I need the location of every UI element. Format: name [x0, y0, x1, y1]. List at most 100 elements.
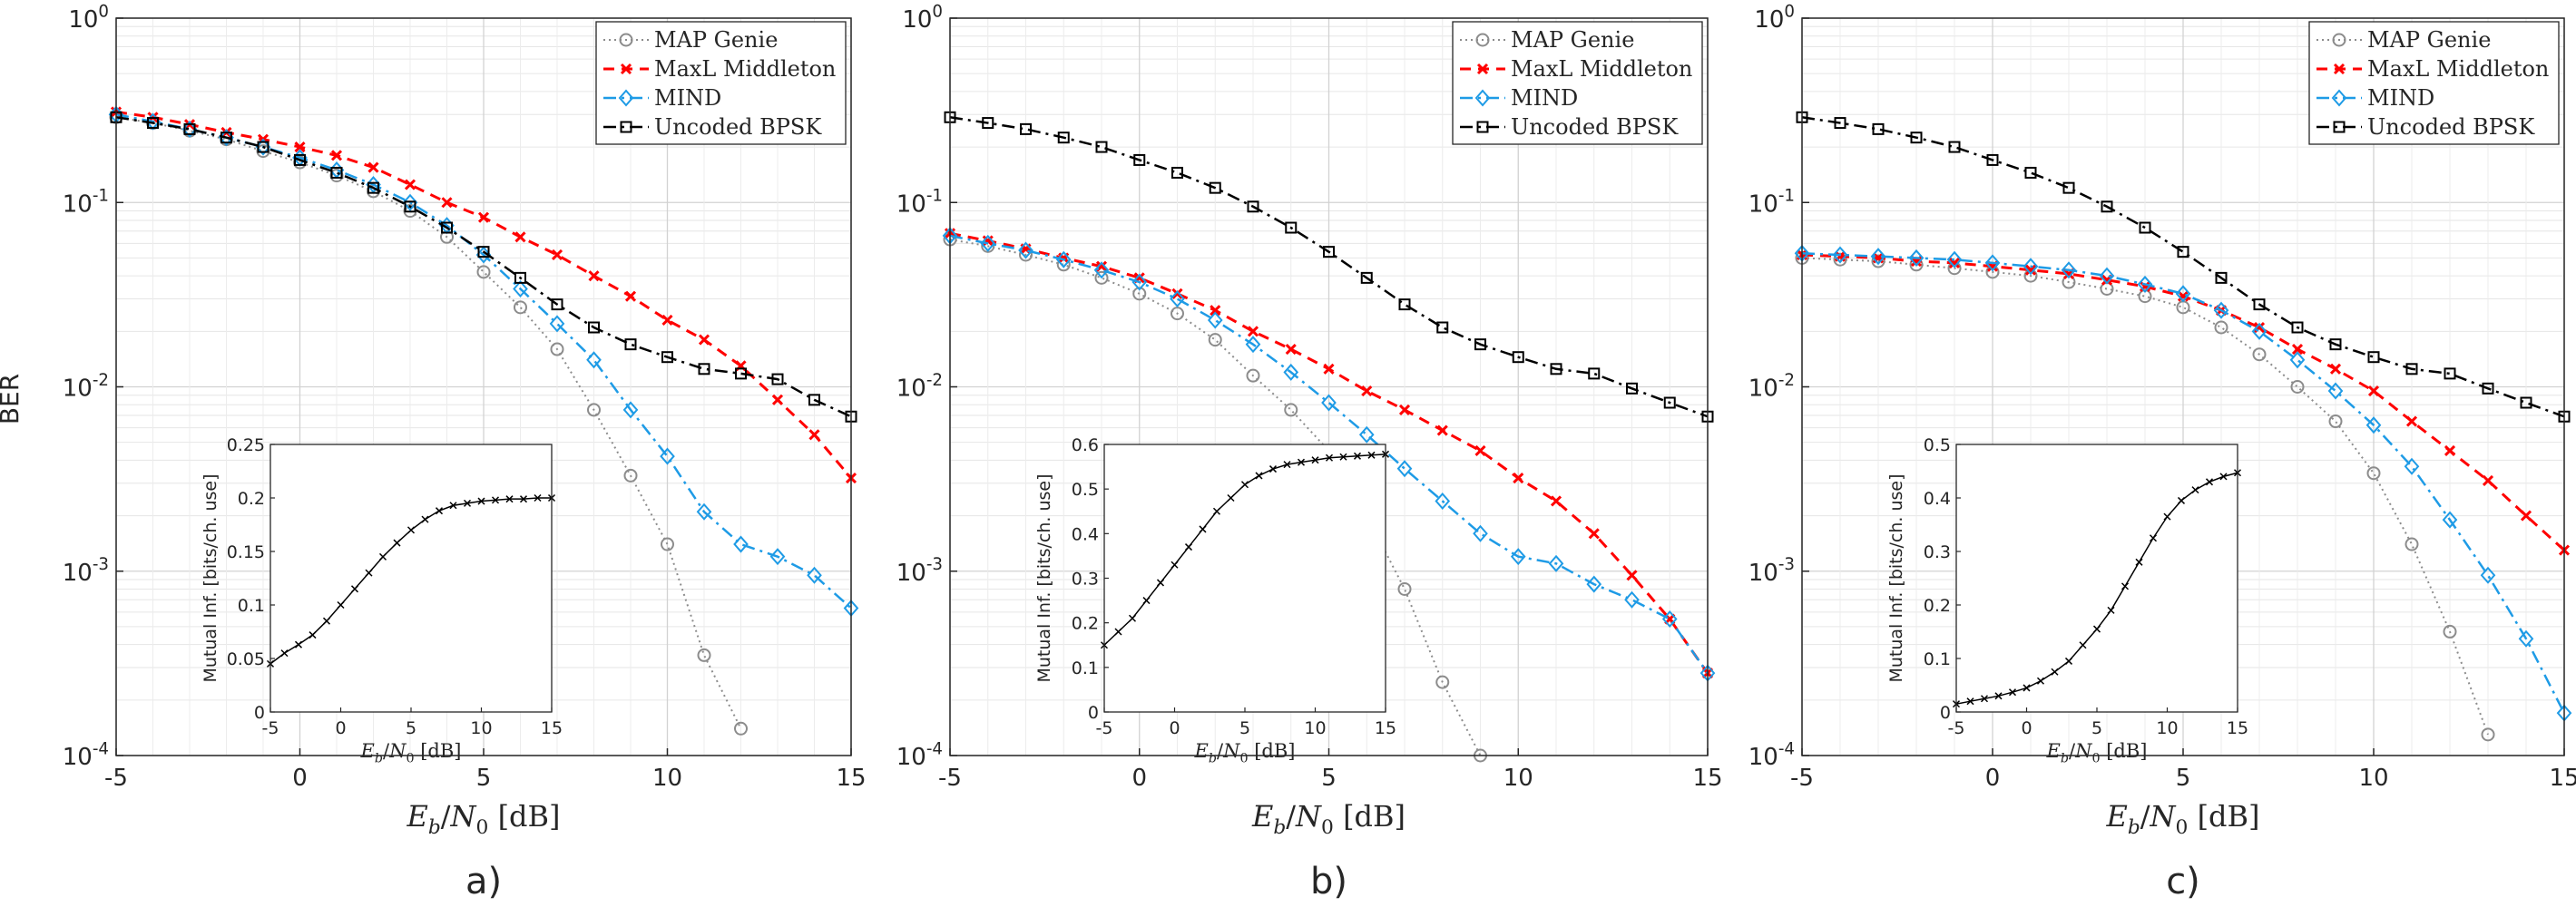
x-tick-label: 0 — [292, 765, 308, 792]
data-point-maxl-middleton — [2139, 280, 2151, 292]
data-point-mind — [1055, 250, 1072, 268]
data-point-uncoded-bpsk — [477, 246, 490, 258]
series-line-uncoded-bpsk — [115, 116, 852, 418]
data-point-uncoded-bpsk — [2405, 363, 2418, 375]
y-tick-label: 10-1 — [63, 187, 109, 219]
inset-y-tick-label: 0.05 — [227, 649, 265, 669]
data-point-uncoded-bpsk — [1474, 338, 1486, 351]
data-point-uncoded-bpsk — [2101, 200, 2113, 213]
legend: MAP Genie MaxL Middleton MIND Uncoded BPSK — [2308, 21, 2560, 145]
data-point-maxl-middleton — [2405, 415, 2418, 427]
legend-label-map-genie: MAP Genie — [2367, 27, 2491, 53]
data-point-map-genie — [734, 721, 748, 736]
inset-y-axis-label: Mutual Inf. [bits/ch. use] — [1886, 473, 1906, 682]
legend-box — [595, 21, 847, 145]
inset-data-point — [1966, 697, 1974, 706]
data-point-uncoded-bpsk — [2520, 396, 2532, 409]
data-point-maxl-middleton — [330, 150, 343, 161]
data-point-maxl-middleton — [698, 334, 710, 346]
data-point-uncoded-bpsk — [2139, 221, 2151, 234]
inset-data-point — [463, 499, 472, 507]
data-point-map-genie — [476, 265, 491, 279]
data-point-mind — [1396, 460, 1413, 478]
data-point-mind — [2023, 258, 2039, 276]
data-point-uncoded-bpsk — [2329, 338, 2342, 351]
inset-data-point — [1353, 452, 1362, 460]
inset-y-tick-label: 0.6 — [1072, 435, 1099, 455]
legend-label-map-genie: MAP Genie — [654, 27, 778, 53]
data-point-map-genie — [2481, 727, 2495, 742]
data-point-mind — [1586, 575, 1602, 593]
data-point-uncoded-bpsk — [735, 367, 747, 380]
inset-x-axis-label: Eb/N0 [dB] — [360, 740, 462, 766]
series-line-uncoded-bpsk — [949, 116, 1709, 418]
inset-data-point — [491, 496, 500, 504]
inset-x-tick-label: 15 — [1375, 718, 1396, 738]
data-point-map-genie — [2443, 624, 2457, 639]
inset-x-tick-label: 10 — [2156, 718, 2178, 738]
data-point-mind — [1245, 336, 1261, 354]
inset-x-tick-label: 15 — [541, 718, 563, 738]
panel-label: a) — [465, 861, 502, 902]
data-point-uncoded-bpsk — [808, 394, 820, 406]
data-point-mind — [2175, 285, 2191, 303]
data-point-mind — [1548, 554, 1564, 572]
data-point-maxl-middleton — [1626, 570, 1638, 581]
inset-data-point — [2051, 668, 2059, 676]
data-point-map-genie — [661, 537, 674, 551]
data-point-maxl-middleton — [1171, 288, 1183, 299]
inset-data-point — [2107, 606, 2115, 614]
inset-data-point — [435, 507, 444, 515]
data-point-uncoded-bpsk — [1398, 298, 1411, 311]
inset-y-tick-label: 0.3 — [1072, 570, 1099, 590]
data-point-mind — [2137, 275, 2153, 293]
x-tick-label: -5 — [104, 765, 128, 792]
legend-marker-maxl-middleton — [2333, 63, 2346, 75]
data-point-mind — [1358, 425, 1375, 444]
data-point-uncoded-bpsk — [2177, 246, 2189, 258]
data-point-uncoded-bpsk — [257, 141, 269, 153]
inset-y-tick-label: 0.4 — [1072, 524, 1099, 544]
data-point-map-genie — [440, 229, 454, 244]
data-point-map-genie — [1833, 252, 1847, 267]
data-point-uncoded-bpsk — [1285, 221, 1298, 234]
data-point-mind — [1661, 610, 1678, 629]
inset-y-tick-label: 0.25 — [227, 435, 265, 455]
data-point-uncoded-bpsk — [1436, 321, 1449, 334]
data-point-mind — [807, 566, 822, 584]
inset-x-axis-label: Eb/N0 [dB] — [2046, 740, 2148, 766]
data-point-maxl-middleton — [441, 197, 453, 209]
inset-y-axis-label: Mutual Inf. [bits/ch. use] — [201, 473, 220, 682]
data-point-uncoded-bpsk — [1095, 141, 1108, 153]
data-point-maxl-middleton — [477, 211, 490, 223]
data-point-uncoded-bpsk — [1550, 363, 1562, 375]
inset-data-point — [2092, 625, 2101, 633]
data-point-map-genie — [1094, 270, 1109, 285]
data-point-map-genie — [1397, 581, 1412, 596]
y-tick-label: 100 — [68, 2, 109, 34]
x-tick-label: 10 — [652, 765, 682, 792]
inset-x-tick-label: 5 — [406, 718, 416, 738]
inset-data-point — [309, 631, 317, 639]
inset-data-point — [2219, 473, 2228, 481]
data-point-maxl-middleton — [2444, 444, 2456, 457]
data-point-uncoded-bpsk — [982, 117, 994, 130]
data-point-mind — [660, 447, 675, 465]
data-point-maxl-middleton — [1247, 326, 1259, 337]
data-point-mind — [1207, 311, 1223, 329]
x-tick-label: 5 — [1321, 765, 1337, 792]
data-point-map-genie — [2405, 537, 2419, 551]
data-point-uncoded-bpsk — [1057, 132, 1070, 144]
x-tick-label: 10 — [1503, 765, 1533, 792]
inset-x-tick-label: 0 — [2021, 718, 2032, 738]
data-point-uncoded-bpsk — [367, 181, 379, 194]
data-point-map-genie — [1435, 675, 1450, 689]
data-point-mind — [1870, 248, 1886, 266]
data-point-maxl-middleton — [2024, 264, 2037, 276]
data-point-uncoded-bpsk — [1910, 132, 1923, 144]
data-point-mind — [402, 193, 418, 211]
x-tick-label: 0 — [1131, 765, 1147, 792]
inset-data-point — [1212, 507, 1221, 515]
